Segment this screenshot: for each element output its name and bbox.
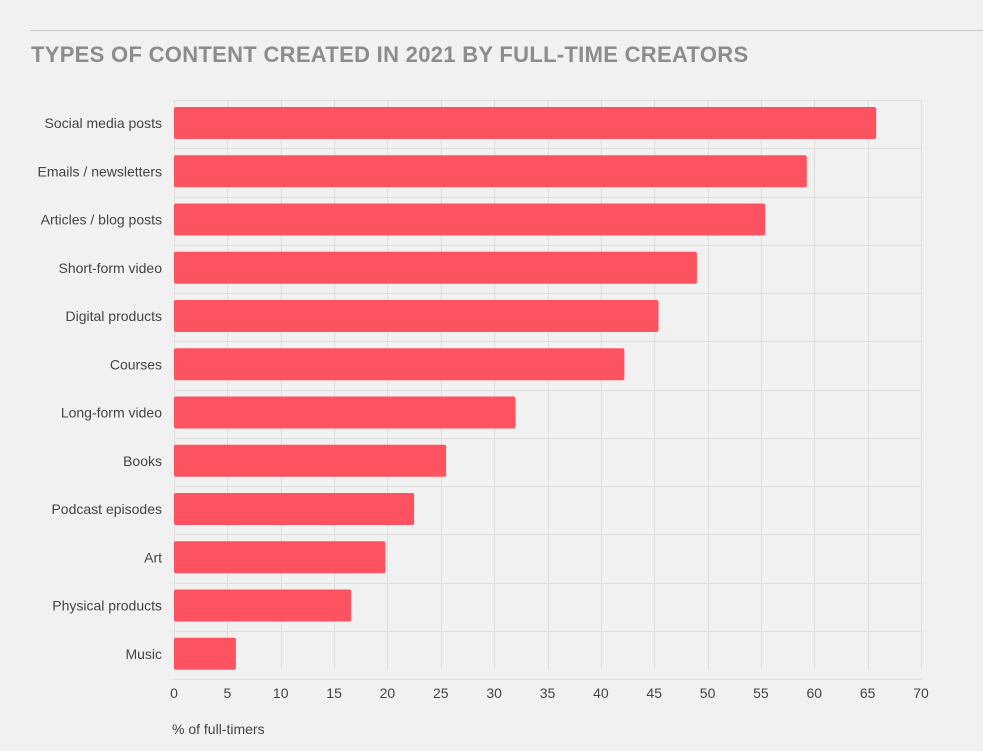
- x-tick-label: 70: [913, 685, 929, 701]
- x-tick-label: 40: [593, 685, 609, 701]
- x-tick-label: 5: [223, 685, 231, 701]
- category-label: Books: [123, 453, 162, 469]
- bar-podcast-episodes: [174, 493, 415, 525]
- x-tick-label: 15: [326, 685, 342, 701]
- category-label: Articles / blog posts: [41, 212, 162, 228]
- bar-books: [174, 444, 447, 477]
- top-rule: [30, 30, 983, 31]
- chart-title: TYPES OF CONTENT CREATED IN 2021 BY FULL…: [31, 42, 749, 67]
- bar-emails-newsletters: [174, 155, 807, 188]
- x-tick-label: 0: [170, 685, 178, 701]
- bar-courses: [174, 348, 625, 381]
- category-label: Art: [144, 549, 162, 565]
- x-tick-label: 25: [433, 685, 449, 701]
- bar-digital-products: [174, 300, 659, 332]
- category-label: Social media posts: [44, 115, 162, 131]
- bar-physical-products: [174, 589, 352, 622]
- x-tick-label: 20: [380, 685, 396, 701]
- x-tick-label: 55: [753, 685, 769, 701]
- category-label: Short-form video: [59, 260, 163, 276]
- x-axis-label: % of full-timers: [172, 721, 265, 737]
- bar-short-form-video: [174, 251, 697, 284]
- bar-music: [174, 637, 236, 670]
- bar-art: [174, 541, 386, 574]
- category-label: Digital products: [66, 308, 163, 324]
- x-tick-label: 60: [806, 685, 822, 701]
- bar-social-media-posts: [174, 107, 877, 139]
- category-label: Long-form video: [61, 405, 162, 421]
- bar-articles-blog-posts: [174, 203, 766, 236]
- x-tick-label: 30: [486, 685, 502, 701]
- category-label: Podcast episodes: [51, 501, 162, 517]
- x-tick-label: 35: [540, 685, 556, 701]
- x-tick-label: 10: [273, 685, 289, 701]
- category-label: Courses: [110, 356, 162, 372]
- category-label: Emails / newsletters: [38, 163, 162, 179]
- category-label: Physical products: [52, 598, 162, 614]
- x-tick-label: 65: [860, 685, 876, 701]
- category-label: Music: [125, 646, 162, 662]
- x-tick-label: 50: [700, 685, 716, 701]
- x-tick-label: 45: [646, 685, 662, 701]
- bar-long-form-video: [174, 396, 516, 429]
